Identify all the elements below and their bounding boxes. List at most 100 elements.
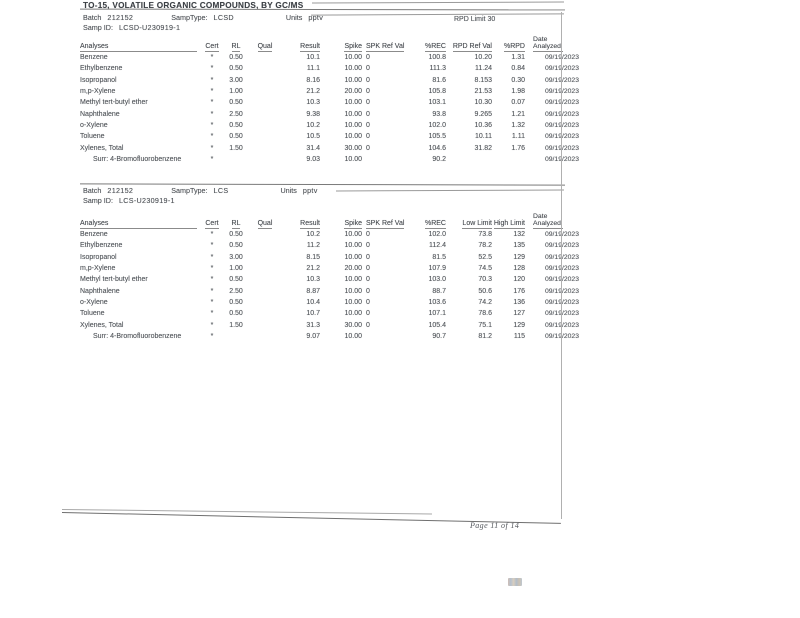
col-spk-ref-val: SPK Ref Val (366, 220, 405, 229)
cell-qual (250, 331, 280, 342)
cell-rl: 1.50 (229, 321, 243, 329)
cell-date-analyzed: 09/19/2023 (525, 120, 579, 131)
batch-value: 212152 (107, 13, 134, 22)
col-pct-rpd: %RPD (503, 43, 525, 52)
cell-limit-or-rpd: 0.84 (511, 65, 525, 73)
cell-high-limit: 136 (513, 298, 525, 306)
analyte-row: Toluene * 0.50 10.7 10.00 0 107.1 78.6 1… (80, 308, 579, 319)
cell-rl: 0.50 (229, 99, 243, 107)
cell-pct-rec: 105.8 (428, 88, 446, 96)
analyte-row: Methyl tert-butyl ether * 0.50 10.3 10.0… (80, 97, 579, 108)
cell-result: 8.15 (306, 253, 320, 261)
analyte-row: Benzene * 0.50 10.2 10.00 0 102.0 73.8 1… (80, 229, 579, 240)
cell-pct-rec: 93.8 (432, 110, 446, 118)
cell-cert: * (210, 144, 214, 152)
cell-result: 10.2 (306, 231, 320, 239)
cell-date-analyzed: 09/19/2023 (525, 274, 579, 285)
cell-qual (250, 97, 280, 108)
cell-rl: 0.50 (229, 310, 243, 318)
table-header: Analyses Cert RL Qual Result Spike SPK R… (80, 36, 579, 52)
col-qual: Qual (257, 220, 273, 229)
cell-spike: 10.00 (344, 253, 362, 261)
col-analyses: Analyses (80, 213, 202, 229)
cell-pct-rec: 81.6 (432, 76, 446, 84)
cell-qual (250, 120, 280, 131)
sampid-label: Samp ID: (83, 196, 113, 205)
cell-cert: * (210, 265, 214, 273)
cell-cert: * (210, 133, 214, 141)
cell-date-analyzed: 09/19/2023 (525, 240, 579, 251)
cell-spike: 10.00 (344, 110, 362, 118)
col-analyses: Analyses (80, 36, 202, 52)
cell-analyte-name: Benzene (80, 231, 108, 239)
cell-date-analyzed: 09/19/2023 (525, 131, 579, 142)
analyte-row: o-Xylene * 0.50 10.2 10.00 0 102.0 10.36… (80, 120, 579, 131)
report-title: TO-15, VOLATILE ORGANIC COMPOUNDS, BY GC… (83, 1, 304, 10)
cell-analyte-name: Xylenes, Total (80, 144, 124, 152)
cell-qual (250, 319, 280, 330)
cell-cert: * (210, 99, 214, 107)
scan-artifact (508, 578, 522, 586)
batch-label: Batch (83, 186, 102, 195)
cell-cert: * (210, 276, 214, 284)
cell-result: 8.87 (306, 287, 320, 295)
cell-rl: 2.50 (229, 110, 243, 118)
cell-result: 10.7 (306, 310, 320, 318)
cell-qual (250, 229, 280, 240)
batch2-header-line2: Samp ID: LCS-U230919-1 (83, 196, 175, 205)
cell-spk-ref-val: 0 (366, 54, 370, 62)
col-rl: RL (231, 43, 241, 52)
cell-cert: * (210, 54, 214, 62)
cell-analyte-name: Xylenes, Total (80, 321, 124, 329)
cell-spike: 30.00 (344, 144, 362, 152)
cell-date-analyzed: 09/19/2023 (525, 63, 579, 74)
cell-pct-rec: 107.1 (428, 310, 446, 318)
units-value: pptv (308, 13, 324, 22)
cell-date-analyzed: 09/19/2023 (525, 252, 579, 263)
table-body: Benzene * 0.50 10.2 10.00 0 102.0 73.8 1… (80, 229, 579, 342)
cell-qual (250, 108, 280, 119)
cell-high-limit: 135 (513, 242, 525, 250)
cell-analyte-name: Toluene (80, 133, 105, 141)
cell-result: 31.4 (306, 144, 320, 152)
cell-analyte-name: Methyl tert-butyl ether (80, 99, 148, 107)
sampid-value: LCSD-U230919-1 (118, 23, 181, 32)
cell-low-limit: 52.5 (478, 253, 492, 261)
cell-rl: 0.50 (229, 231, 243, 239)
col-low-limit: Low Limit (462, 220, 492, 229)
col-rpd-ref-val: RPD Ref Val (452, 43, 492, 52)
cell-pct-rec: 81.5 (432, 253, 446, 261)
cell-spk-ref-val: 0 (366, 242, 370, 250)
cell-pct-rec: 100.8 (428, 54, 446, 62)
cell-spk-ref-val: 0 (366, 276, 370, 284)
cell-spike: 10.00 (344, 310, 362, 318)
rpd-limit-note: RPD Limit 30 (454, 16, 496, 23)
cell-analyte-name: Toluene (80, 310, 105, 318)
cell-result: 10.3 (306, 276, 320, 284)
cell-limit-or-ref: 31.82 (474, 144, 492, 152)
cell-pct-rec: 90.2 (432, 155, 446, 163)
cell-cert: * (210, 110, 214, 118)
cell-high-limit: 127 (513, 310, 525, 318)
cell-high-limit: 129 (513, 321, 525, 329)
cell-rl: 1.00 (229, 88, 243, 96)
cell-pct-rec: 111.3 (429, 65, 446, 73)
cell-result: 10.1 (306, 54, 320, 62)
cell-date-analyzed: 09/19/2023 (525, 263, 579, 274)
cell-high-limit: 120 (513, 276, 525, 284)
cell-cert: * (210, 321, 214, 329)
cell-spike: 10.00 (344, 76, 362, 84)
cell-spk-ref-val: 0 (366, 265, 370, 273)
cell-analyte-name: Isopropanol (80, 253, 117, 261)
cell-rl: 3.00 (229, 253, 243, 261)
cell-low-limit: 73.8 (478, 231, 492, 239)
cell-pct-rec: 105.5 (428, 133, 446, 141)
cell-limit-or-ref: 10.11 (475, 133, 492, 141)
cell-cert: * (210, 253, 214, 261)
cell-low-limit: 75.1 (478, 321, 492, 329)
cell-limit-or-rpd: 1.76 (511, 144, 525, 152)
analyte-row: Surr: 4-Bromofluorobenzene * 9.07 10.00 … (80, 331, 579, 342)
cell-result: 9.38 (306, 110, 320, 118)
samptype-label: SampType: (171, 13, 208, 22)
cell-high-limit: 129 (513, 253, 525, 261)
